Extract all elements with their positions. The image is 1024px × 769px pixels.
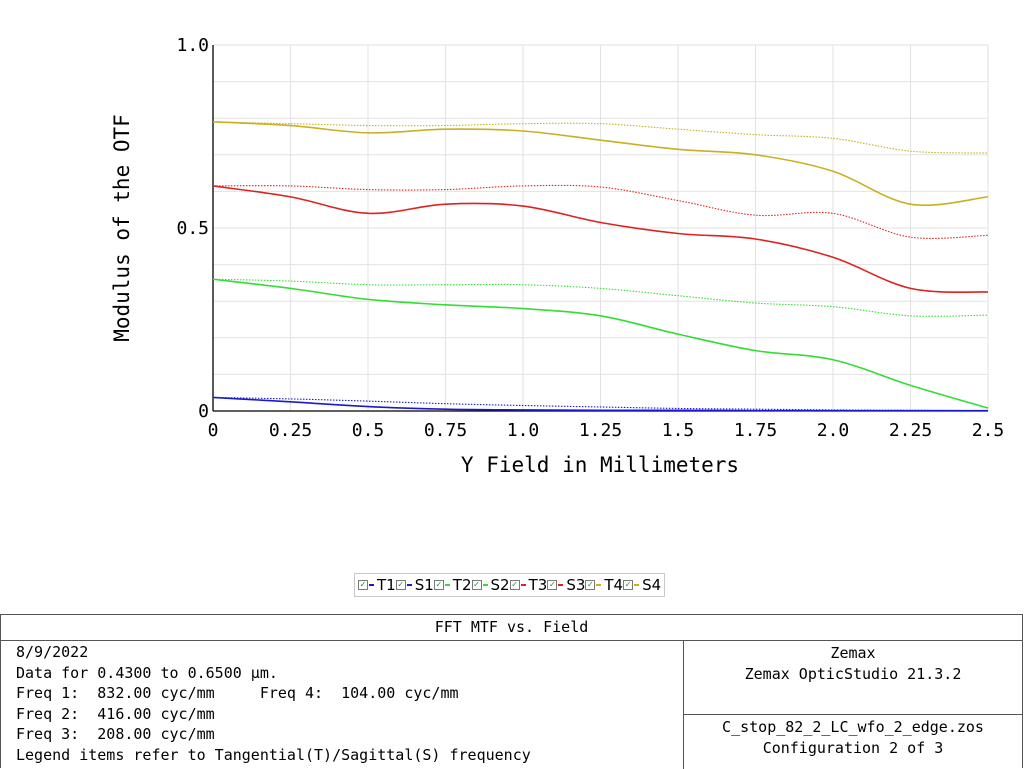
info-company: Zemax xyxy=(830,644,876,662)
info-configuration: Configuration 2 of 3 xyxy=(762,739,944,757)
legend-swatch xyxy=(482,584,488,586)
legend-swatch xyxy=(406,584,412,586)
checkbox-icon[interactable]: ✓ xyxy=(358,580,368,590)
series-line-t3 xyxy=(212,185,989,293)
checkbox-icon[interactable]: ✓ xyxy=(509,580,520,590)
info-freq2: Freq 2: 416.00 cyc/mm xyxy=(16,704,215,723)
x-tick-label: 2.25 xyxy=(889,420,932,441)
y-axis-title: Modulus of the OTF xyxy=(110,114,134,342)
y-tick-label: 0 xyxy=(198,401,209,422)
checkbox-icon[interactable]: ✓ xyxy=(395,580,406,590)
series-line-s4 xyxy=(212,121,989,154)
series-line-t1 xyxy=(212,396,988,412)
info-data-range: Data for 0.4300 to 0.6500 µm. xyxy=(16,663,278,682)
x-tick-label: 1.5 xyxy=(662,420,695,441)
legend-swatch xyxy=(634,584,640,586)
legend-label: T1 xyxy=(377,576,396,594)
info-details: 8/9/2022 Data for 0.4300 to 0.6500 µm. F… xyxy=(1,641,684,769)
legend-swatch xyxy=(596,584,602,586)
info-freq1: Freq 1: 832.00 cyc/mm xyxy=(16,684,215,702)
x-tick-label: 0.25 xyxy=(269,420,312,441)
x-tick-label: 1.0 xyxy=(507,420,540,441)
info-file: C_stop_82_2_LC_wfo_2_edge.zos Configurat… xyxy=(684,715,1022,769)
checkbox-icon[interactable]: ✓ xyxy=(471,580,482,590)
checkbox-icon[interactable]: ✓ xyxy=(585,580,596,590)
legend-swatch xyxy=(520,584,526,586)
x-tick-label: 2.0 xyxy=(817,420,850,441)
legend-item-s1[interactable]: ✓ S1 xyxy=(395,576,434,594)
chart-legend: ✓ T1 ✓ S1 ✓ T2 ✓ S2 ✓ T3 ✓ S3 ✓ T4 ✓ S4 xyxy=(354,573,666,597)
y-tick-label: 0.5 xyxy=(176,218,209,239)
mtf-chart: 0 0.25 0.5 0.75 1.0 1.25 1.5 1.75 2.0 2.25 2.5 0 0.5… xyxy=(110,35,1004,477)
series-line-s1 xyxy=(212,396,989,412)
x-tick-label: 0.75 xyxy=(424,420,467,441)
checkbox-icon[interactable]: ✓ xyxy=(547,580,558,590)
legend-item-s4[interactable]: ✓ S4 xyxy=(623,576,661,594)
legend-label: S3 xyxy=(566,576,586,594)
info-panel: FFT MTF vs. Field 8/9/2022 Data for 0.43… xyxy=(0,614,1023,769)
info-title: FFT MTF vs. Field xyxy=(1,615,1022,641)
x-tick-label: 2.5 xyxy=(972,420,1005,441)
legend-label: S1 xyxy=(414,576,434,594)
series-line-t2 xyxy=(212,278,989,409)
chart-series xyxy=(212,121,989,412)
info-product: Zemax OpticStudio 21.3.2 xyxy=(744,665,962,683)
legend-swatch xyxy=(444,584,450,586)
y-tick-label: 1.0 xyxy=(176,35,209,56)
legend-item-t2[interactable]: ✓ T2 xyxy=(433,576,472,594)
legend-label: T3 xyxy=(528,576,548,594)
legend-label: S4 xyxy=(642,576,662,594)
info-freq-row: Freq 1: 832.00 cyc/mm Freq 4: 104.00 cyc… xyxy=(16,683,668,704)
checkbox-icon[interactable]: ✓ xyxy=(433,580,444,590)
x-tick-label: 0 xyxy=(208,420,219,441)
info-filename: C_stop_82_2_LC_wfo_2_edge.zos xyxy=(722,718,984,736)
legend-item-t1[interactable]: ✓ T1 xyxy=(358,576,396,594)
series-line-s3 xyxy=(212,184,989,239)
info-freq3: Freq 3: 208.00 cyc/mm xyxy=(16,725,215,743)
x-tick-label: 0.5 xyxy=(352,420,385,441)
legend-label: T2 xyxy=(452,576,472,594)
legend-swatch xyxy=(369,584,374,586)
info-software: Zemax Zemax OpticStudio 21.3.2 xyxy=(684,641,1022,715)
series-line-t4 xyxy=(212,121,989,206)
legend-item-t3[interactable]: ✓ T3 xyxy=(509,576,548,594)
legend-label: T4 xyxy=(604,576,624,594)
legend-item-s3[interactable]: ✓ S3 xyxy=(547,576,585,594)
info-freq4: Freq 4: 104.00 cyc/mm xyxy=(259,684,459,702)
chart-ticks: 0 0.25 0.5 0.75 1.0 1.25 1.5 1.75 2.0 2.25 2.5 0 0.5… xyxy=(176,35,1004,441)
x-tick-label: 1.25 xyxy=(579,420,622,441)
x-axis-title: Y Field in Millimeters xyxy=(461,453,739,477)
checkbox-icon[interactable]: ✓ xyxy=(623,580,634,590)
chart-grid xyxy=(213,44,989,411)
series-line-s2 xyxy=(212,278,989,317)
info-date: 8/9/2022 xyxy=(16,643,89,661)
x-tick-label: 1.75 xyxy=(734,420,777,441)
legend-item-t4[interactable]: ✓ T4 xyxy=(585,576,623,594)
legend-swatch xyxy=(558,584,564,586)
info-legend-note: Legend items refer to Tangential(T)/Sagi… xyxy=(16,745,531,764)
legend-item-s2[interactable]: ✓ S2 xyxy=(471,576,510,594)
legend-label: S2 xyxy=(490,576,510,594)
